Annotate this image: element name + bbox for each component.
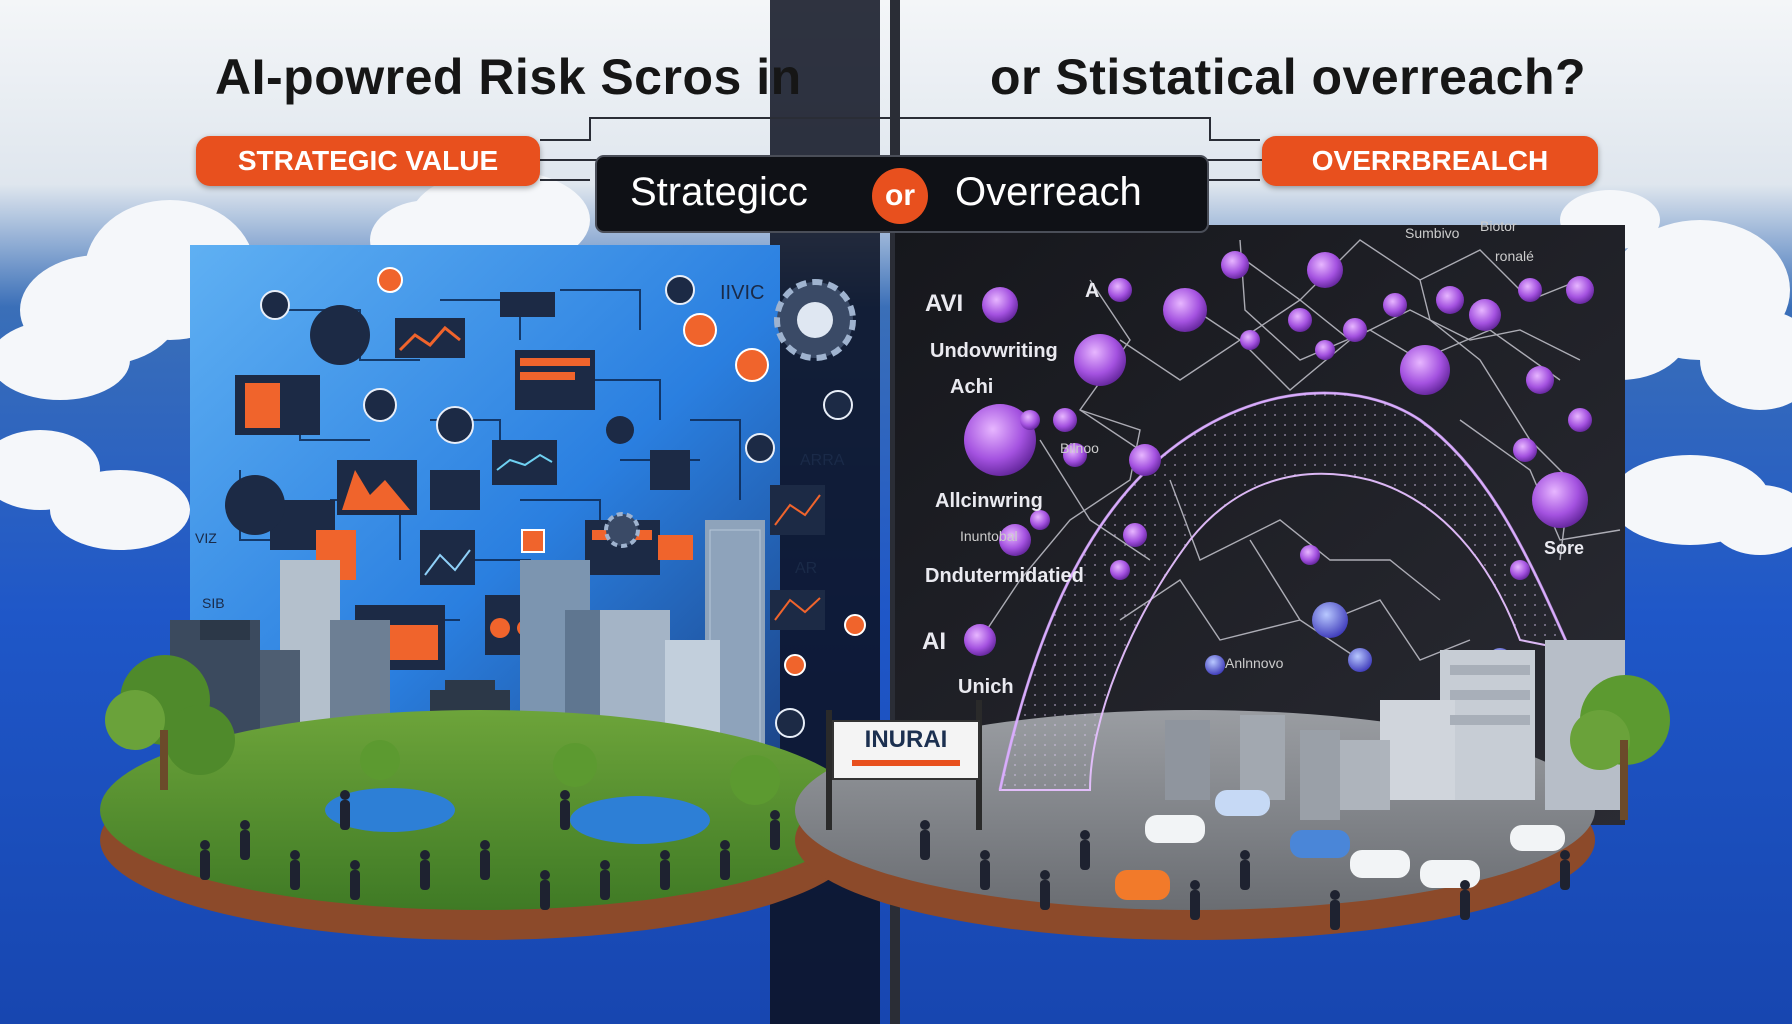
label-a: A (1085, 280, 1100, 302)
label-undetermined: Dndutermidatied (925, 565, 1084, 587)
left-label-viz: VIZ (195, 530, 217, 546)
label-achi: Achi (950, 376, 994, 398)
label-sub2: Biotor (1480, 218, 1517, 234)
label-underwriting: Undovwriting (930, 340, 1058, 362)
left-island (100, 655, 860, 940)
gear-icon-small (604, 512, 640, 548)
network-nodes (964, 251, 1594, 675)
label-unich: Unich (958, 676, 1014, 698)
label-allcinwring: Allcinwring (935, 490, 1043, 512)
title-right: or Stistatical overreach? (990, 49, 1587, 105)
badge-strategic-value: STRATEGIC VALUE (196, 136, 540, 186)
left-label-ivic: IIVIC (720, 282, 765, 304)
label-sub1: Sumbivo (1405, 225, 1460, 241)
sign-stripe (852, 760, 960, 766)
label-anon: Anlnnovo (1225, 655, 1284, 671)
cars (1115, 790, 1565, 900)
label-sore: Sore (1544, 538, 1585, 558)
label-avi: AVI (925, 290, 964, 317)
right-tree (1570, 675, 1670, 820)
left-label-ar: AR (795, 560, 818, 577)
sign-text: INURAI (864, 726, 948, 753)
left-label-sib: SIB (202, 595, 225, 611)
box-word-overreach: Overreach (955, 170, 1142, 214)
label-ai: AI (922, 628, 946, 655)
badge-overreach: OVERRBREALCH (1262, 136, 1598, 186)
left-icons (225, 267, 866, 738)
label-sub3: ronalé (1495, 248, 1534, 264)
title-left: AI-powred Risk Scros in (215, 49, 802, 105)
label-bioo: Bilnoo (1060, 440, 1099, 456)
label-inun: Inuntobal (960, 528, 1018, 544)
or-badge: or (872, 168, 928, 224)
inurai-sign: INURAI (832, 720, 980, 780)
right-buildings (1165, 640, 1625, 820)
crowd (200, 790, 1570, 930)
left-label-arra: ARRA (800, 452, 845, 469)
box-word-strategic: Strategicc (630, 170, 808, 214)
gear-icon (774, 279, 856, 361)
